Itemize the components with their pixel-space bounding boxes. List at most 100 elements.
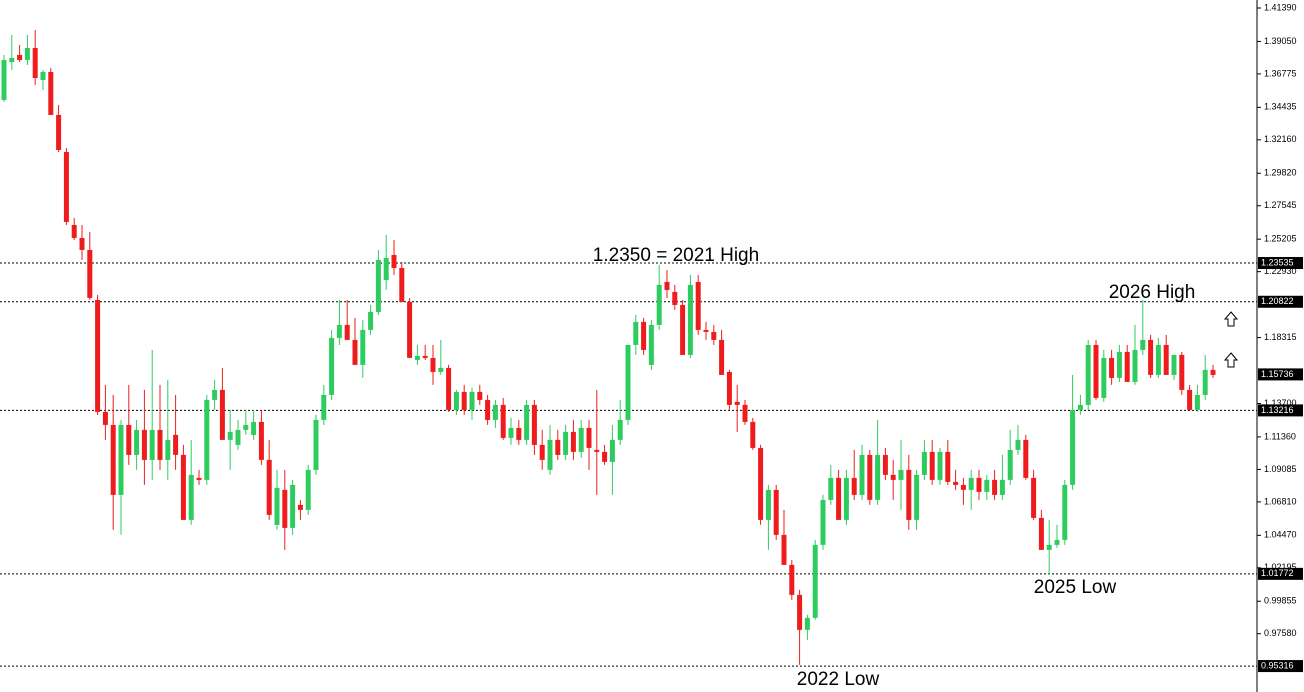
candle-body <box>797 594 803 630</box>
annotation: 1.2350 = 2021 High <box>593 245 759 266</box>
candle-body <box>968 477 974 490</box>
candle-body <box>1085 344 1091 405</box>
candle-body <box>695 281 701 330</box>
level-label: 0.95316 <box>1261 660 1294 670</box>
candle-body <box>461 391 467 410</box>
candle-body <box>414 355 420 360</box>
y-tick-label: 1.41390 <box>1264 2 1297 12</box>
candle-body <box>305 469 311 510</box>
candle-body <box>609 439 615 462</box>
candle-body <box>992 479 998 495</box>
candle-body <box>1031 477 1037 518</box>
candle-body <box>157 429 163 460</box>
last-price-box <box>1258 368 1303 381</box>
candle-body <box>1070 409 1076 485</box>
candle-body <box>321 394 327 420</box>
candle-body <box>1187 389 1193 410</box>
candle-body <box>960 484 966 490</box>
candle-body <box>344 324 350 340</box>
y-tick-label: 1.09085 <box>1264 464 1297 474</box>
level-box <box>1258 660 1303 673</box>
candle-body <box>789 564 795 595</box>
candle-body <box>313 419 319 470</box>
candle-body <box>258 421 264 460</box>
annotation: 2025 Low <box>1034 577 1117 598</box>
y-tick-label: 1.32160 <box>1264 134 1297 144</box>
candle-body <box>937 451 943 480</box>
y-tick-label: 1.36775 <box>1264 68 1297 78</box>
candle-body <box>274 487 280 525</box>
candle-body <box>1101 357 1107 398</box>
candle-body <box>898 469 904 480</box>
candle-body <box>485 399 491 420</box>
candle-body <box>422 355 428 358</box>
candle-body <box>102 411 108 425</box>
candle-body <box>594 449 600 452</box>
candle-body <box>820 499 826 545</box>
annotation: 2026 High <box>1109 282 1196 303</box>
candle-body <box>71 224 77 238</box>
candle-body <box>641 321 647 350</box>
candle-body <box>781 534 787 565</box>
candle-body <box>469 391 475 410</box>
candle-body <box>1202 369 1208 395</box>
candle-body <box>141 429 147 460</box>
level-box <box>1258 404 1303 417</box>
candle-body <box>1054 539 1060 545</box>
candle-body <box>173 434 179 455</box>
candle-body <box>1038 517 1044 550</box>
candle-body <box>360 329 366 365</box>
candle-body <box>539 444 545 460</box>
arrow-icon <box>1223 311 1239 368</box>
annotation: 2022 Low <box>797 669 880 690</box>
candle-body <box>438 367 444 372</box>
candle-body <box>235 429 241 445</box>
candle-body <box>586 427 592 448</box>
candle-body <box>555 439 561 455</box>
candle-body <box>867 454 873 500</box>
candle-body <box>56 114 62 150</box>
last-price-label: 1.15736 <box>1261 369 1294 379</box>
candle-body <box>243 424 249 430</box>
candle-body <box>1163 344 1169 375</box>
candle-body <box>734 401 740 405</box>
candle-body <box>1 59 7 100</box>
candle-body <box>1140 339 1146 350</box>
candle-body <box>999 479 1005 495</box>
candle-body <box>836 477 842 520</box>
candle-body <box>290 484 296 528</box>
candle-body <box>126 424 132 455</box>
candle-body <box>251 421 257 435</box>
candle-body <box>804 617 810 630</box>
candle-body <box>95 299 101 412</box>
candle-body <box>134 429 140 455</box>
candle-body <box>32 47 38 78</box>
candle-body <box>648 324 654 365</box>
level-label: 1.20822 <box>1261 296 1294 306</box>
candle-body <box>680 304 686 355</box>
candle-body <box>843 477 849 520</box>
candle-body <box>711 331 717 340</box>
candle-body <box>492 404 498 420</box>
candle-body <box>1132 349 1138 382</box>
candle-body <box>1179 354 1185 390</box>
y-tick-label: 1.22930 <box>1264 266 1297 276</box>
candle-body <box>165 439 171 460</box>
candle-body <box>24 47 30 60</box>
y-tick-label: 0.99855 <box>1264 596 1297 606</box>
y-tick-label: 1.13700 <box>1264 398 1297 408</box>
candle-body <box>1007 449 1013 480</box>
candle-body <box>118 424 124 495</box>
candle-body <box>765 489 771 520</box>
candle-body <box>196 477 202 480</box>
candle-body <box>812 544 818 618</box>
y-tick-label: 1.29820 <box>1264 168 1297 178</box>
candle-body <box>40 71 46 80</box>
candle-body <box>882 454 888 475</box>
candle-body <box>921 451 927 475</box>
candle-body <box>477 391 483 400</box>
candle-body <box>929 451 935 480</box>
level-box <box>1258 295 1303 308</box>
candle-body <box>17 54 23 60</box>
